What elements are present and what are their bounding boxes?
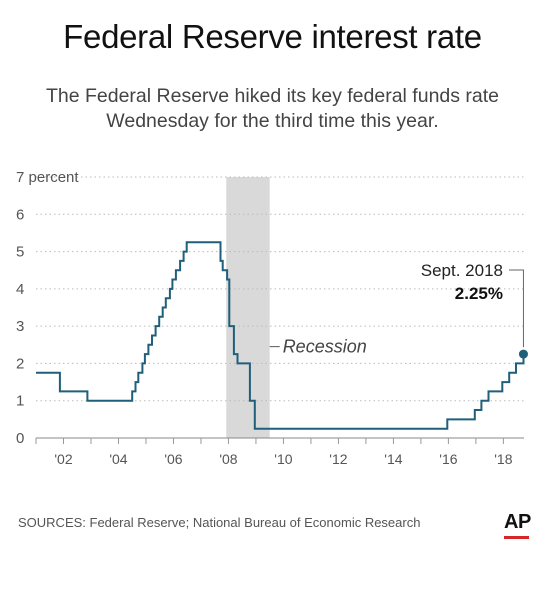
y-tick-label: 7 percent (16, 169, 79, 186)
x-tick-label: '10 (274, 451, 292, 467)
rate-series-line (36, 241, 525, 430)
y-tick-label: 6 (16, 206, 24, 223)
x-tick-label: '06 (164, 451, 182, 467)
y-tick-label: 5 (16, 244, 24, 261)
subtitle-line-1: The Federal Reserve hiked its key federa… (45, 85, 500, 107)
x-tick-label: '04 (109, 451, 127, 467)
ap-logo: AP (504, 511, 531, 533)
annotation-leader-line (509, 269, 524, 348)
y-tick-label: 4 (16, 281, 24, 298)
recession-label: Recession (283, 337, 367, 357)
recession-band (226, 177, 270, 438)
x-tick-label: '14 (384, 451, 402, 467)
annotation-value: 2.25% (455, 284, 503, 303)
source-note: SOURCES: Federal Reserve; National Burea… (18, 515, 421, 530)
y-tick-label: 2 (16, 355, 24, 372)
y-tick-label: 0 (16, 430, 24, 447)
x-tick-label: '12 (329, 451, 347, 467)
x-tick-label: '08 (219, 451, 237, 467)
annotation-date: Sept. 2018 (421, 261, 503, 280)
chart-title: Federal Reserve interest rate (63, 18, 482, 55)
subtitle-line-2: Wednesday for the third time this year. (106, 110, 439, 132)
y-tick-label: 1 (16, 393, 24, 410)
x-tick-label: '18 (494, 451, 512, 467)
y-tick-label: 3 (16, 318, 24, 335)
x-tick-label: '02 (54, 451, 72, 467)
x-tick-label: '16 (439, 451, 457, 467)
ap-logo-underline (504, 536, 529, 539)
chart-subtitle: The Federal Reserve hiked its key federa… (0, 84, 545, 134)
endpoint-marker (518, 349, 528, 359)
